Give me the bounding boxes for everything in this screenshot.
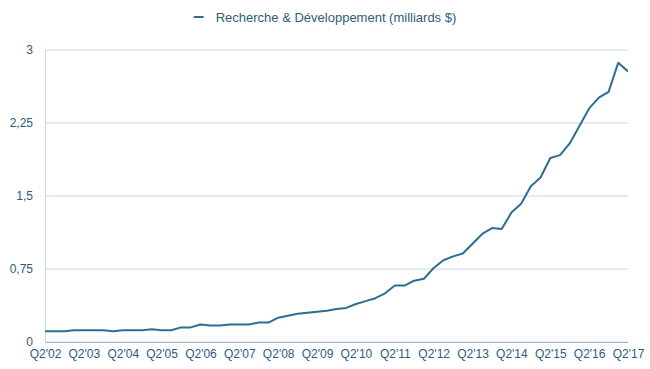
y-tick-label: 2,25 bbox=[10, 116, 34, 130]
x-tick-label: Q2'11 bbox=[380, 347, 411, 361]
x-tick-label: Q2'07 bbox=[224, 347, 256, 361]
x-tick: Q2'11 bbox=[380, 342, 411, 361]
x-tick-label: Q2'09 bbox=[302, 347, 334, 361]
x-tick: Q2'04 bbox=[107, 342, 139, 361]
x-tick-label: Q2'04 bbox=[107, 347, 139, 361]
x-tick-label: Q2'03 bbox=[69, 347, 101, 361]
x-tick: Q2'13 bbox=[457, 342, 489, 361]
x-tick: Q2'05 bbox=[146, 342, 178, 361]
grid-line bbox=[45, 123, 628, 124]
grid-line bbox=[45, 269, 628, 270]
x-tick-label: Q2'13 bbox=[457, 347, 489, 361]
y-tick: 3 bbox=[26, 43, 45, 57]
y-tick-label: 3 bbox=[26, 43, 33, 57]
x-tick-label: Q2'05 bbox=[146, 347, 178, 361]
x-tick: Q2'16 bbox=[574, 342, 606, 361]
plot-area bbox=[45, 63, 628, 332]
x-tick-label: Q2'15 bbox=[535, 347, 567, 361]
grid-line bbox=[45, 342, 628, 343]
y-tick-label: 0,75 bbox=[10, 262, 34, 276]
x-tick-label: Q2'08 bbox=[263, 347, 295, 361]
x-tick: Q2'06 bbox=[185, 342, 217, 361]
legend: Recherche & Développement (milliards $) bbox=[194, 10, 457, 25]
x-tick-label: Q2'06 bbox=[185, 347, 217, 361]
legend-swatch bbox=[194, 16, 204, 18]
x-tick-label: Q2'16 bbox=[574, 347, 606, 361]
y-axis: 00,751,52,253 bbox=[10, 43, 46, 349]
y-tick: 2,25 bbox=[10, 116, 45, 130]
x-tick-label: Q2'10 bbox=[341, 347, 373, 361]
legend-label: Recherche & Développement (milliards $) bbox=[216, 10, 457, 25]
series-line bbox=[45, 63, 628, 332]
y-tick-label: 1,5 bbox=[16, 189, 33, 203]
x-tick: Q2'07 bbox=[224, 342, 256, 361]
x-tick-label: Q2'02 bbox=[30, 347, 62, 361]
grid-line bbox=[45, 50, 628, 51]
chart: 00,751,52,253Q2'02Q2'03Q2'04Q2'05Q2'06Q2… bbox=[0, 0, 650, 369]
grid bbox=[45, 50, 628, 342]
legend-item: Recherche & Développement (milliards $) bbox=[194, 10, 457, 25]
x-tick-label: Q2'17 bbox=[613, 347, 645, 361]
x-tick: Q2'08 bbox=[263, 342, 295, 361]
x-tick: Q2'14 bbox=[496, 342, 528, 361]
y-axis-line bbox=[45, 51, 46, 343]
x-tick: Q2'09 bbox=[302, 342, 334, 361]
x-tick: Q2'10 bbox=[341, 342, 373, 361]
x-tick: Q2'02 bbox=[30, 342, 62, 361]
x-axis-line bbox=[46, 342, 629, 343]
x-tick-label: Q2'12 bbox=[418, 347, 450, 361]
grid-line bbox=[45, 196, 628, 197]
y-tick: 1,5 bbox=[16, 189, 45, 203]
x-tick: Q2'15 bbox=[535, 342, 567, 361]
x-tick: Q2'12 bbox=[418, 342, 450, 361]
x-axis: Q2'02 Q2'03 Q2'04 Q2'05 Q2'06 Q2'07 Q2'08 Q2'09… bbox=[30, 342, 645, 361]
y-tick: 0,75 bbox=[10, 262, 45, 276]
x-tick: Q2'03 bbox=[69, 342, 101, 361]
x-tick: Q2'17 bbox=[613, 342, 645, 361]
x-tick-label: Q2'14 bbox=[496, 347, 528, 361]
